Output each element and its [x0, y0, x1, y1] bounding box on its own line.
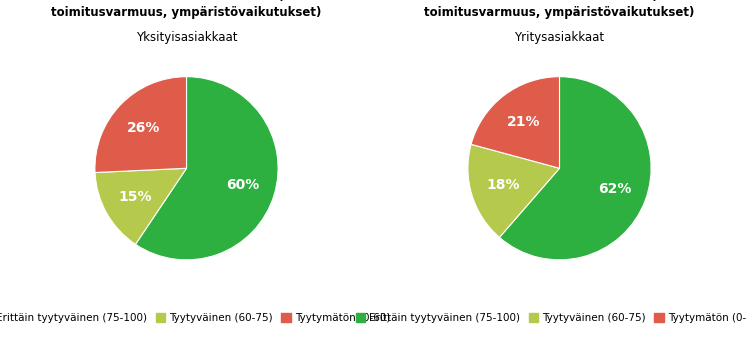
- Legend: Erittäin tyytyväinen (75-100), Tyytyväinen (60-75), Tyytymätön (0-60): Erittäin tyytyväinen (75-100), Tyytyväin…: [351, 309, 746, 328]
- Wedge shape: [95, 77, 186, 173]
- Text: 26%: 26%: [128, 121, 160, 135]
- Wedge shape: [95, 168, 186, 244]
- Title: Miten tyytyväinen olette kaukolämpöön
verrattuna muihin vaihtoehtoihin (esim.
to: Miten tyytyväinen olette kaukolämpöön ve…: [51, 0, 322, 19]
- Legend: Erittäin tyytyväinen (75-100), Tyytyväinen (60-75), Tyytymätön (0-60): Erittäin tyytyväinen (75-100), Tyytyväin…: [0, 309, 395, 328]
- Wedge shape: [468, 144, 560, 237]
- Text: Yritysasiakkaat: Yritysasiakkaat: [515, 31, 604, 44]
- Title: Miten tyytyväinen olette kaukolämpöön
verrattuna muihin vaihtoehtoihin (esim.
to: Miten tyytyväinen olette kaukolämpöön ve…: [424, 0, 695, 19]
- Wedge shape: [471, 77, 560, 168]
- Text: 15%: 15%: [119, 190, 152, 204]
- Text: Yksityisasiakkaat: Yksityisasiakkaat: [136, 31, 237, 44]
- Text: 62%: 62%: [598, 182, 631, 196]
- Wedge shape: [499, 77, 651, 260]
- Wedge shape: [136, 77, 278, 260]
- Text: 60%: 60%: [226, 178, 260, 192]
- Text: 21%: 21%: [507, 115, 541, 129]
- Text: 18%: 18%: [486, 178, 520, 192]
